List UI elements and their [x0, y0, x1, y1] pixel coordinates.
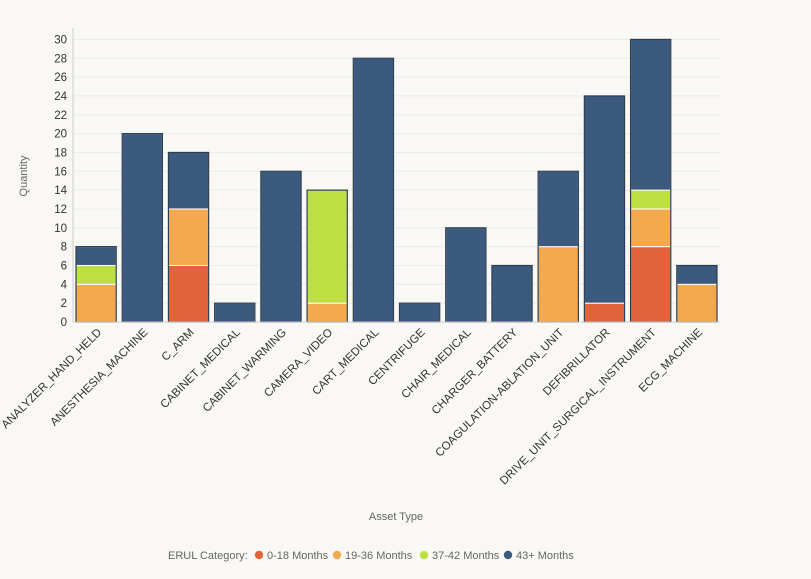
bar-segment [75, 246, 117, 266]
y-tick-label: 26 [54, 72, 67, 84]
bar-segment [352, 57, 394, 323]
bar-segment [167, 151, 210, 210]
y-tick-label: 12 [54, 204, 67, 216]
x-axis-title: Asset Type [369, 511, 423, 523]
bars [75, 38, 718, 323]
y-tick-label: 14 [54, 185, 67, 197]
bar-segment [676, 264, 718, 285]
legend-marker [332, 550, 342, 560]
bar-segment [75, 264, 117, 285]
bar-segment [676, 283, 718, 323]
y-tick-label: 6 [61, 260, 67, 272]
x-tick-label: C_ARM [160, 327, 197, 364]
bar-segment [537, 170, 579, 248]
bar-segment [583, 302, 626, 323]
y-tick-label: 22 [54, 110, 67, 122]
bar-segment [630, 246, 672, 323]
y-tick-label: 30 [54, 34, 67, 46]
legend-marker [503, 550, 513, 560]
x-tick-label: CABINET_MEDICAL [158, 326, 243, 411]
y-tick-label: 24 [54, 91, 67, 103]
bar-segment [167, 264, 210, 323]
y-tick-label: 0 [61, 317, 67, 329]
legend-label: 19-36 Months [345, 550, 413, 562]
x-tick-label: CHARGER_BATTERY [430, 326, 521, 417]
y-tick-label: 2 [61, 298, 67, 310]
y-axis-title: Quantity [18, 155, 30, 196]
y-tick-label: 4 [61, 279, 68, 291]
legend-marker [419, 550, 429, 560]
legend-label: 43+ Months [516, 550, 574, 562]
y-tick-label: 8 [61, 242, 67, 254]
y-tick-label: 16 [54, 166, 67, 178]
y-tick-label: 20 [54, 129, 67, 141]
bar-segment [583, 95, 626, 304]
y-tick-label: 18 [54, 147, 67, 159]
bar-segment [630, 189, 672, 210]
bar-segment [306, 189, 348, 304]
bar-segment [260, 170, 302, 323]
bar-segment [445, 227, 487, 323]
bar-segment [306, 302, 348, 323]
bar-segment [75, 283, 117, 323]
legend-title: ERUL Category: [168, 550, 248, 562]
bar-segment [630, 38, 672, 191]
bar-segment [121, 133, 163, 323]
y-tick-label: 28 [54, 53, 67, 65]
x-tick-label: CABINET_WARMING [201, 327, 289, 415]
x-tick-label: DRIVE_UNIT_SURGICAL_INSTRUMENT [498, 327, 659, 488]
bar-segment [399, 302, 441, 323]
bar-segment [491, 264, 533, 323]
legend-label: 0-18 Months [267, 550, 329, 562]
bar-segment [214, 302, 256, 323]
legend-marker [254, 550, 264, 560]
y-tick-label: 10 [54, 223, 67, 235]
legend: ERUL Category: 0-18 Months 19-36 Months 37… [168, 550, 574, 562]
bar-segment [630, 208, 672, 248]
bar-segment [537, 246, 579, 323]
bar-segment [167, 208, 210, 266]
legend-label: 37-42 Months [432, 550, 500, 562]
x-tick-label: ANESTHESIA_MACHINE [48, 326, 150, 428]
